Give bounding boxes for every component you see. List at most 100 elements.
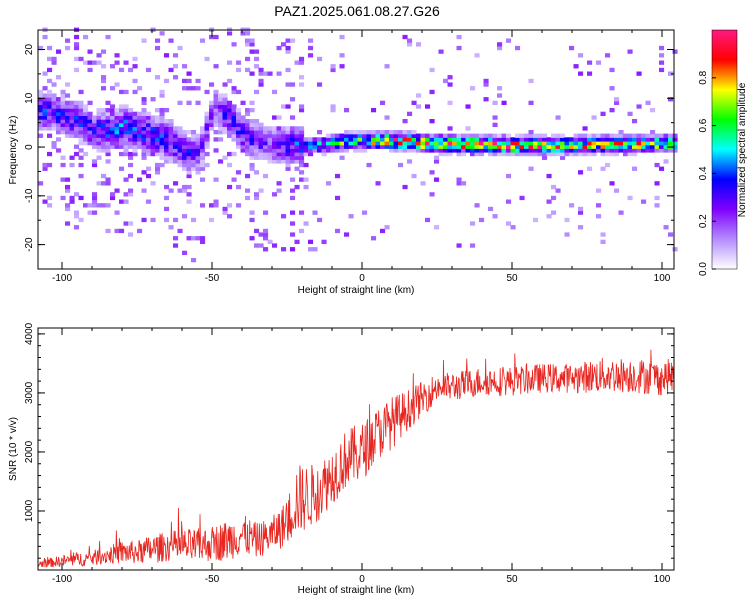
heatmap-cell — [245, 122, 251, 127]
heatmap-cell — [173, 181, 179, 186]
heatmap-cell — [663, 225, 669, 230]
heatmap-cell — [128, 130, 134, 135]
heatmap-cell — [42, 97, 48, 102]
heatmap-cell — [231, 86, 237, 91]
heatmap-cell — [330, 64, 336, 69]
heatmap-cell — [299, 56, 305, 62]
heatmap-cell — [119, 130, 125, 135]
heatmap-cell — [294, 239, 300, 244]
heatmap-cell — [186, 173, 192, 179]
heatmap-cell — [141, 137, 147, 142]
heatmap-cell — [375, 141, 381, 146]
heatmap-cell — [236, 111, 242, 116]
heatmap-cell — [182, 133, 188, 138]
heatmap-cell — [101, 111, 107, 116]
heatmap-cell — [537, 148, 543, 153]
heatmap-cell — [254, 122, 260, 127]
heatmap-cell — [380, 144, 386, 149]
heatmap-cell — [465, 104, 471, 109]
heatmap-cell — [582, 141, 588, 146]
heatmap-cell — [209, 122, 215, 127]
heatmap-cell — [114, 144, 120, 149]
heatmap-cell — [416, 104, 422, 109]
heatmap-cell — [186, 86, 192, 91]
heatmap-cell — [119, 144, 125, 149]
heatmap-cell — [294, 166, 300, 171]
heatmap-cell — [276, 144, 282, 149]
heatmap-cell — [173, 126, 179, 131]
heatmap-cell — [114, 53, 120, 58]
heatmap-cell — [182, 151, 188, 157]
heatmap-cell — [303, 177, 309, 182]
heatmap-cell — [389, 137, 395, 142]
heatmap-cell — [245, 111, 251, 116]
heatmap-cell — [650, 130, 656, 135]
heatmap-cell — [74, 151, 80, 157]
heatmap-cell — [659, 144, 665, 149]
heatmap-cell — [672, 137, 678, 142]
heatmap-cell — [627, 195, 633, 201]
heatmap-cell — [281, 137, 287, 142]
heatmap-cell — [411, 100, 417, 105]
heatmap-cell — [438, 151, 444, 157]
heatmap-cell — [569, 151, 575, 157]
heatmap-cell — [605, 141, 611, 146]
heatmap-cell — [96, 155, 102, 160]
heatmap-cell — [636, 133, 642, 138]
heatmap-cell — [596, 137, 602, 142]
heatmap-cell — [447, 137, 453, 142]
heatmap-cell — [56, 130, 62, 135]
heatmap-cell — [497, 45, 503, 51]
heatmap-cell — [155, 75, 161, 80]
heatmap-cell — [474, 133, 480, 138]
heatmap-cell — [69, 115, 75, 120]
heatmap-cell — [366, 137, 372, 142]
heatmap-cell — [96, 133, 102, 138]
heatmap-cell — [272, 144, 278, 149]
heatmap-cell — [101, 130, 107, 135]
heatmap-cell — [240, 122, 246, 127]
heatmap-cell — [51, 104, 57, 109]
heatmap-cell — [546, 151, 552, 157]
heatmap-cell — [114, 119, 120, 124]
heatmap-cell — [60, 104, 66, 109]
snr-y-label: SNR (10 * v/v) — [8, 417, 19, 481]
heatmap-cell — [78, 108, 84, 113]
heatmap-cell — [357, 144, 363, 149]
heatmap-cell — [65, 188, 71, 193]
heatmap-cell — [132, 122, 138, 127]
y-tick-label: -20 — [24, 237, 35, 252]
heatmap-cell — [366, 162, 372, 168]
heatmap-cell — [249, 49, 255, 54]
heatmap-cell — [78, 111, 84, 116]
heatmap-cell — [393, 133, 399, 138]
heatmap-cell — [249, 141, 255, 146]
heatmap-cell — [263, 151, 269, 157]
heatmap-cell — [249, 162, 255, 168]
heatmap-cell — [227, 214, 233, 219]
heatmap-cell — [353, 148, 359, 153]
heatmap-cell — [101, 122, 107, 127]
heatmap-cell — [407, 130, 413, 135]
heatmap-cell — [425, 217, 431, 223]
heatmap-cell — [317, 130, 323, 135]
heatmap-cell — [60, 177, 66, 182]
heatmap-cell — [272, 141, 278, 146]
heatmap-cell — [267, 159, 273, 164]
heatmap-cell — [452, 137, 458, 142]
heatmap-cell — [132, 78, 138, 84]
heatmap-cell — [632, 141, 638, 146]
spectrogram-frame — [37, 29, 675, 270]
heatmap-cell — [290, 141, 296, 146]
heatmap-cell — [236, 115, 242, 120]
heatmap-cell — [69, 100, 75, 105]
heatmap-cell — [213, 203, 219, 208]
heatmap-cell — [78, 119, 84, 124]
heatmap-cell — [308, 148, 314, 153]
heatmap-cell — [285, 151, 291, 157]
heatmap-cell — [402, 133, 408, 138]
heatmap-cell — [110, 111, 116, 116]
heatmap-cell — [582, 148, 588, 153]
heatmap-cell — [254, 151, 260, 157]
heatmap-cell — [434, 177, 440, 182]
